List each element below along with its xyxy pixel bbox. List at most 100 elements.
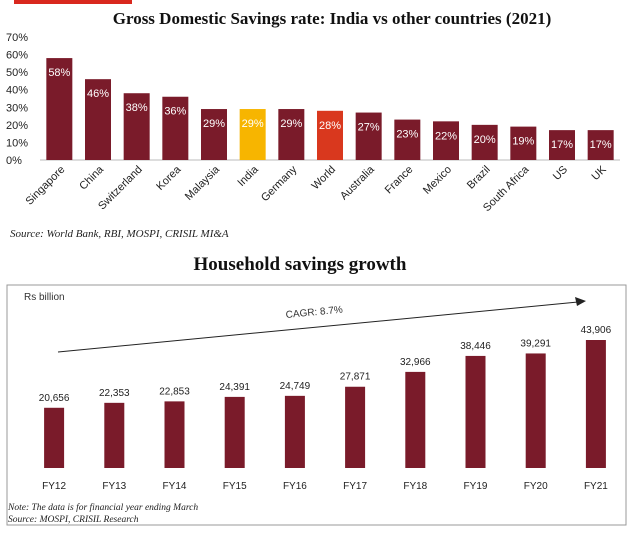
chart2-data-label: 38,446 (460, 341, 491, 352)
chart1-bar (317, 110, 343, 160)
household-savings-chart: Household savings growth Rs billion CAGR… (6, 254, 627, 526)
chart1-bar (549, 130, 575, 160)
chart1-y-axis: 0% 10% 20% 30% 40% 50% 60% 70% (6, 32, 28, 167)
chart1-bar (278, 109, 305, 160)
chart2-x-tick-label: FY17 (343, 481, 367, 492)
chart1-x-tick-label: Malaysia (183, 163, 223, 203)
chart2-data-label: 22,353 (99, 388, 130, 399)
chart2-data-label: 32,966 (400, 357, 431, 368)
chart1-x-tick-label: Singapore (24, 164, 68, 208)
chart1-bar (355, 112, 382, 160)
chart1-data-label: 17% (551, 139, 573, 151)
chart1-bar (201, 109, 227, 160)
chart1-y-tick-label: 20% (6, 120, 28, 132)
chart2-title: Household savings growth (194, 254, 407, 275)
chart1-x-tick-label: US (551, 164, 570, 183)
chart1-bar (85, 79, 111, 160)
chart1-y-tick-label: 70% (6, 32, 28, 44)
chart1-bars: 58% 46% 38% 36% 29% 29% 29% 28% 27% 23% 22% 20% 19% 1… (46, 58, 614, 161)
chart1-data-label: 19% (512, 136, 534, 148)
chart2-x-tick-label: FY16 (283, 481, 307, 492)
cagr-arrow-line (57, 301, 579, 353)
chart2-bar (585, 340, 606, 468)
chart1-x-tick-label: Germany (259, 163, 300, 204)
chart2-x-tick-label: FY14 (163, 481, 187, 492)
chart2-note: Note: The data is for financial year end… (7, 502, 198, 513)
chart2-data-label: 27,871 (340, 372, 371, 383)
chart1-bar (123, 93, 150, 160)
chart1-data-label: 58% (48, 67, 70, 79)
chart1-y-tick-label: 50% (6, 67, 28, 79)
chart2-x-tick-label: FY19 (464, 481, 488, 492)
chart1-data-label: 29% (242, 118, 264, 130)
chart2-x-tick-label: FY12 (42, 481, 66, 492)
chart2-x-tick-label: FY13 (102, 481, 126, 492)
chart1-x-tick-label: World (309, 164, 338, 193)
chart2-frame (6, 284, 627, 526)
chart1-y-tick-label: 10% (6, 137, 28, 149)
chart2-x-tick-label: FY21 (584, 481, 608, 492)
chart1-bar (510, 126, 537, 160)
chart2-x-tick-label: FY20 (524, 481, 548, 492)
cagr-arrow-head (575, 297, 586, 306)
chart2-x-axis: FY12 FY13 FY14 FY15 FY16 FY17 FY18 FY19 FY20 FY21 (42, 481, 608, 492)
chart2-bar (465, 355, 486, 468)
chart1-data-label: 23% (396, 129, 418, 141)
chart1-y-tick-label: 40% (6, 85, 28, 97)
chart2-bar (284, 395, 305, 468)
chart1-data-label: 38% (126, 102, 148, 114)
chart2-x-tick-label: FY18 (403, 481, 427, 492)
chart1-x-tick-label: France (383, 164, 416, 197)
cagr-label: CAGR: 8.7% (285, 305, 343, 321)
chart1-x-tick-label: UK (589, 163, 609, 183)
chart2-bar (44, 407, 65, 468)
cagr-arrow: CAGR: 8.7% (57, 297, 586, 353)
chart2-data-label: 43,906 (581, 325, 612, 336)
chart1-x-tick-label: Australia (338, 163, 377, 202)
chart1-title: Gross Domestic Savings rate: India vs ot… (113, 9, 552, 28)
chart1-x-tick-label: China (77, 163, 106, 192)
chart1-x-tick-label: Mexico (421, 164, 454, 197)
chart1-data-label: 20% (474, 134, 496, 146)
chart1-y-tick-label: 30% (6, 102, 28, 114)
chart2-data-label: 24,749 (280, 381, 311, 392)
chart2-data-label: 39,291 (520, 338, 551, 349)
chart2-data-labels: 20,656 22,353 22,853 24,391 24,749 27,871 32,9… (39, 325, 612, 404)
chart1-bar (471, 124, 498, 160)
chart2-bar (405, 371, 426, 468)
chart2-unit-label: Rs billion (24, 292, 65, 303)
chart1-x-tick-label: India (235, 163, 261, 189)
chart1-bar (394, 119, 421, 160)
chart1-data-label: 36% (164, 106, 186, 118)
chart1-bar (46, 58, 73, 161)
chart1-bar (239, 109, 266, 160)
chart1-x-tick-label: Korea (154, 163, 184, 193)
chart1-bar (162, 96, 189, 160)
chart2-x-tick-label: FY15 (223, 481, 247, 492)
chart2-data-label: 22,853 (159, 386, 190, 397)
chart1-data-label: 27% (358, 122, 380, 134)
chart1-source: Source: World Bank, RBI, MOSPI, CRISIL M… (10, 228, 229, 240)
chart1-data-label: 29% (203, 118, 225, 130)
chart2-data-label: 24,391 (219, 382, 250, 393)
chart1-bar (433, 121, 459, 160)
header-accent-strip (14, 0, 132, 4)
chart2-bars (44, 340, 606, 468)
chart2-source: Source: MOSPI, CRISIL Research (8, 515, 139, 525)
chart1-bar (587, 130, 614, 160)
chart2-data-label: 20,656 (39, 393, 70, 404)
chart1-data-label: 17% (590, 139, 612, 151)
chart1-x-tick-label: Brazil (465, 164, 493, 192)
chart1-y-tick-label: 60% (6, 50, 28, 62)
chart2-bar (345, 386, 366, 468)
chart2-bar (104, 402, 125, 468)
chart1-data-label: 28% (319, 120, 341, 132)
chart1-data-label: 29% (280, 118, 302, 130)
chart2-bar (164, 401, 185, 468)
chart1-data-label: 46% (87, 88, 109, 100)
chart2-bar (525, 353, 546, 468)
chart1-y-tick-label: 0% (6, 155, 22, 167)
chart1-data-label: 22% (435, 130, 457, 142)
